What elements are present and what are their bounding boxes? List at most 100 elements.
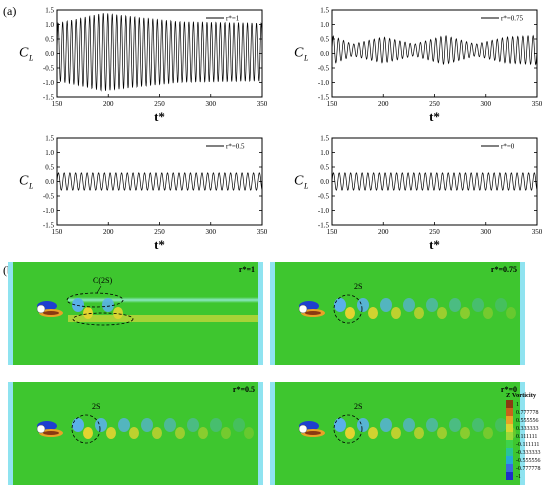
shed-vortex-positive [345,307,355,319]
legend-label: r*=1 [226,15,240,23]
x-tick-label: 250 [429,228,440,236]
y-tick-label: -1.0 [318,207,330,215]
shed-vortex-negative [141,418,153,432]
annotation-circle [71,414,101,444]
annotation-circle [333,294,363,324]
colorbar-swatch [506,456,513,464]
y-tick-label: 0.5 [320,36,329,44]
colorbar-title: Z Vorticity [506,392,537,399]
x-axis-label: t* [429,237,440,252]
x-tick-label: 150 [327,228,338,236]
inlet-boundary [8,382,13,485]
shed-vortex-positive [129,427,139,439]
cl-series-line [56,13,263,92]
x-tick-label: 250 [429,100,440,108]
x-tick-label: 300 [481,228,492,236]
colorbar-label: 0.777778 [516,410,539,416]
shed-vortex-positive [460,307,470,319]
shed-vortex-negative [164,418,176,432]
shed-vortex-negative [380,418,392,432]
vorticity-panel: C(2S) r*=1 [8,262,263,365]
colorbar-label: 0.111111 [516,434,537,440]
shed-vortex-positive [221,427,231,439]
y-tick-label: 1.5 [45,7,54,15]
shed-vortex-negative [472,418,484,432]
y-tick-label: -0.5 [318,65,330,73]
y-axis-label-subscript: L [303,182,309,191]
vortex-core [43,311,59,315]
shed-vortex-negative [426,298,438,312]
colorbar-swatch [506,440,513,448]
shed-vortex-negative [380,298,392,312]
panel-label: r*=0 [501,385,517,394]
shed-vortex-positive [198,427,208,439]
shed-vortex-negative [472,298,484,312]
shed-vortex-positive [175,427,185,439]
wake-band-upper [68,297,258,303]
panel-label: r*=0.75 [491,265,517,274]
cylinder [36,304,46,314]
annotation-leader [96,285,102,294]
shed-vortex-positive [83,427,93,439]
y-tick-label: -0.5 [43,193,55,201]
y-tick-label: -1.0 [318,79,330,87]
y-tick-label: -0.5 [43,65,55,73]
colorbar-swatch [506,472,513,480]
cylinder [298,304,308,314]
y-tick-label: -1.0 [43,207,55,215]
shed-vortex-positive [83,307,93,319]
shed-vortex-negative [426,418,438,432]
colorbar-label: -1 [516,474,521,480]
y-tick-label: 0.5 [45,36,54,44]
y-tick-label: 1.5 [320,7,329,15]
y-axis-label-subscript: L [28,54,34,63]
x-tick-label: 250 [154,100,165,108]
plot-frame [56,137,263,226]
shed-vortex-negative [95,418,107,432]
shed-vortex-positive [437,307,447,319]
panel-label: r*=0.5 [233,385,255,394]
colorbar-label: -0.111111 [516,442,539,448]
y-axis-label: C [19,174,29,189]
shed-vortex-negative [449,418,461,432]
x-tick-label: 150 [52,228,63,236]
shed-vortex-negative [449,298,461,312]
cylinder [36,424,46,434]
colorbar-swatch [506,464,513,472]
colorbar-label: 1 [516,402,519,408]
lift-coefficient-chart-r075: -1.5 -1.0 -0.5 0.0 0.5 1.0 1.5 150 200 250 300 350 t… [294,7,543,125]
shed-vortex-positive [437,427,447,439]
x-tick-label: 150 [327,100,338,108]
shed-vortex-positive [506,307,516,319]
x-tick-label: 200 [378,228,389,236]
y-tick-label: 1.0 [45,149,54,157]
shed-vortex-negative [495,418,507,432]
colorbar-swatch [506,448,513,456]
colorbar-label: 0.555556 [516,418,539,424]
colorbar-label: -0.555556 [516,458,541,464]
plot-frame [331,137,538,226]
y-axis-label: C [19,46,29,61]
shed-vortex-positive [345,427,355,439]
y-tick-label: 0.5 [45,164,54,172]
legend-label: r*=0.75 [501,15,524,23]
colorbar-swatch [506,416,513,424]
shed-vortex-positive [106,427,116,439]
legend-label: r*=0 [501,143,515,151]
colorbar-label: -0.777778 [516,466,541,472]
cl-series-line [331,172,538,191]
shed-vortex-negative [357,418,369,432]
vorticity-panel: 2S r*=0.5 [8,382,263,485]
y-axis-label-subscript: L [28,182,34,191]
x-tick-label: 200 [103,100,114,108]
colorbar-swatch [506,408,513,416]
y-tick-label: 1.0 [320,149,329,157]
x-tick-label: 200 [378,100,389,108]
shed-vortex-positive [414,427,424,439]
cl-series-line [331,34,538,66]
inlet-boundary [270,382,275,485]
outlet-boundary [258,382,263,485]
annotation-ellipse [72,312,134,326]
wake-band-lower [68,315,258,322]
colorbar-swatch [506,424,513,432]
